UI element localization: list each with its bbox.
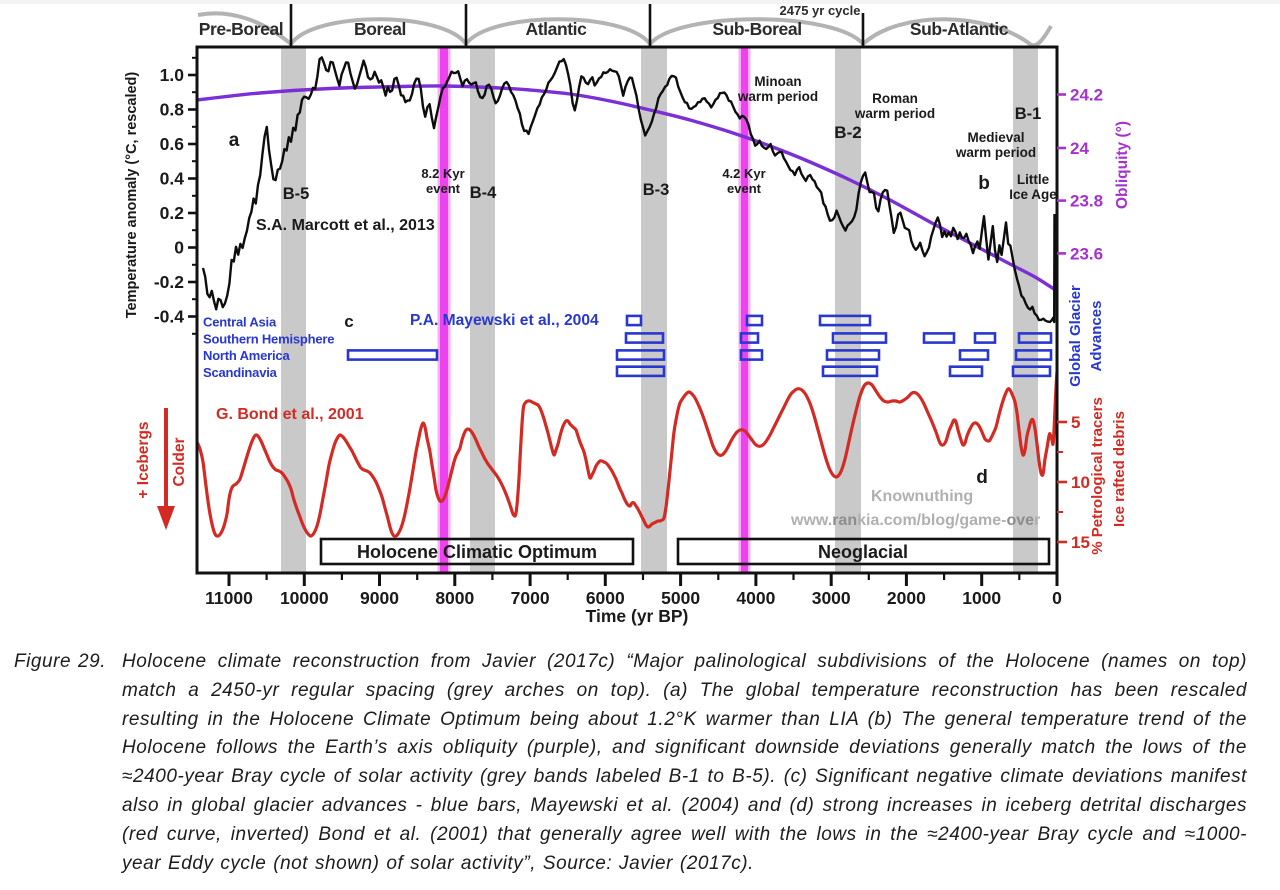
svg-text:23.6: 23.6 (1070, 244, 1103, 263)
svg-text:B-5: B-5 (283, 185, 310, 203)
svg-text:Central Asia: Central Asia (203, 315, 277, 330)
svg-text:6000: 6000 (586, 588, 625, 608)
svg-text:-0.4: -0.4 (154, 307, 184, 327)
svg-text:Advances: Advances (1088, 301, 1105, 372)
svg-text:5000: 5000 (661, 588, 700, 608)
svg-text:2000: 2000 (887, 588, 926, 608)
svg-text:0: 0 (1052, 588, 1062, 608)
svg-text:8000: 8000 (435, 588, 474, 608)
svg-text:23.8: 23.8 (1070, 192, 1103, 211)
svg-text:Obliquity (°): Obliquity (°) (1114, 121, 1131, 209)
svg-text:Minoan: Minoan (754, 74, 801, 89)
svg-text:7000: 7000 (511, 588, 550, 608)
svg-text:Sub-Atlantic: Sub-Atlantic (910, 19, 1009, 39)
svg-text:Knownuthing: Knownuthing (871, 488, 973, 505)
svg-text:Sub-Boreal: Sub-Boreal (712, 19, 801, 39)
svg-text:Colder: Colder (171, 437, 188, 486)
svg-text:G. Bond et al., 2001: G. Bond et al., 2001 (216, 406, 364, 423)
svg-text:% Petrological tracers: % Petrological tracers (1089, 397, 1106, 555)
svg-text:0.6: 0.6 (160, 134, 185, 154)
svg-text:0.8: 0.8 (160, 100, 185, 120)
svg-text:Temperature anomaly (°C, resca: Temperature anomaly (°C, rescaled) (124, 72, 140, 319)
svg-text:B-1: B-1 (1015, 105, 1042, 123)
svg-text:warm period: warm period (737, 89, 818, 104)
svg-text:-0.2: -0.2 (154, 272, 184, 292)
svg-text:c: c (344, 312, 353, 331)
svg-text:9000: 9000 (360, 588, 399, 608)
svg-text:Southern Hemisphere: Southern Hemisphere (203, 332, 334, 347)
svg-text:event: event (426, 181, 461, 196)
svg-text:Scandinavia: Scandinavia (203, 365, 278, 380)
svg-text:2475 yr cycle: 2475 yr cycle (780, 3, 861, 18)
svg-text:Global Glacier: Global Glacier (1067, 285, 1084, 387)
svg-text:event: event (727, 181, 762, 196)
svg-text:a: a (229, 130, 240, 151)
svg-text:Ice rafted debris: Ice rafted debris (1111, 411, 1128, 527)
svg-text:11000: 11000 (205, 588, 253, 608)
svg-text:B-4: B-4 (470, 184, 497, 202)
svg-text:Little: Little (1017, 172, 1050, 187)
svg-text:S.A. Marcott et al., 2013: S.A. Marcott et al., 2013 (256, 217, 435, 234)
svg-text:Pre-Boreal: Pre-Boreal (199, 19, 284, 39)
svg-text:North America: North America (203, 348, 290, 363)
svg-text:0.4: 0.4 (160, 169, 185, 189)
svg-text:1.0: 1.0 (160, 65, 185, 85)
svg-text:1000: 1000 (962, 588, 1001, 608)
svg-text:8.2 Kyr: 8.2 Kyr (421, 166, 464, 181)
svg-text:B-3: B-3 (643, 181, 670, 199)
svg-text:15: 15 (1071, 533, 1090, 552)
svg-text:10: 10 (1071, 473, 1090, 492)
svg-text:Time (yr BP): Time (yr BP) (586, 606, 689, 626)
svg-text:4.2 Kyr: 4.2 Kyr (722, 166, 765, 181)
svg-text:24: 24 (1070, 139, 1089, 158)
svg-text:Ice Age: Ice Age (1009, 187, 1057, 202)
svg-text:P.A. Mayewski et al., 2004: P.A. Mayewski et al., 2004 (410, 312, 599, 329)
svg-text:warm period: warm period (854, 106, 935, 121)
svg-text:Neoglacial: Neoglacial (818, 542, 908, 562)
svg-text:Atlantic: Atlantic (526, 19, 588, 39)
svg-text:10000: 10000 (280, 588, 329, 608)
svg-text:+ Icebergs: + Icebergs (135, 421, 152, 498)
svg-text:24.2: 24.2 (1070, 86, 1103, 105)
svg-text:www.rankia.com/blog/game-over: www.rankia.com/blog/game-over (790, 512, 1040, 529)
svg-text:d: d (976, 467, 988, 488)
svg-text:B-2: B-2 (834, 123, 861, 142)
svg-text:3000: 3000 (812, 588, 851, 608)
svg-text:0: 0 (174, 238, 184, 258)
svg-text:0.2: 0.2 (160, 203, 185, 223)
svg-text:Roman: Roman (872, 91, 918, 106)
svg-text:warm period: warm period (955, 145, 1036, 160)
svg-text:Medieval: Medieval (967, 130, 1024, 145)
svg-text:5: 5 (1071, 413, 1080, 432)
svg-text:Boreal: Boreal (354, 19, 406, 39)
svg-text:Holocene Climatic Optimum: Holocene Climatic Optimum (357, 542, 597, 562)
svg-text:4000: 4000 (736, 588, 775, 608)
svg-text:b: b (978, 173, 990, 194)
